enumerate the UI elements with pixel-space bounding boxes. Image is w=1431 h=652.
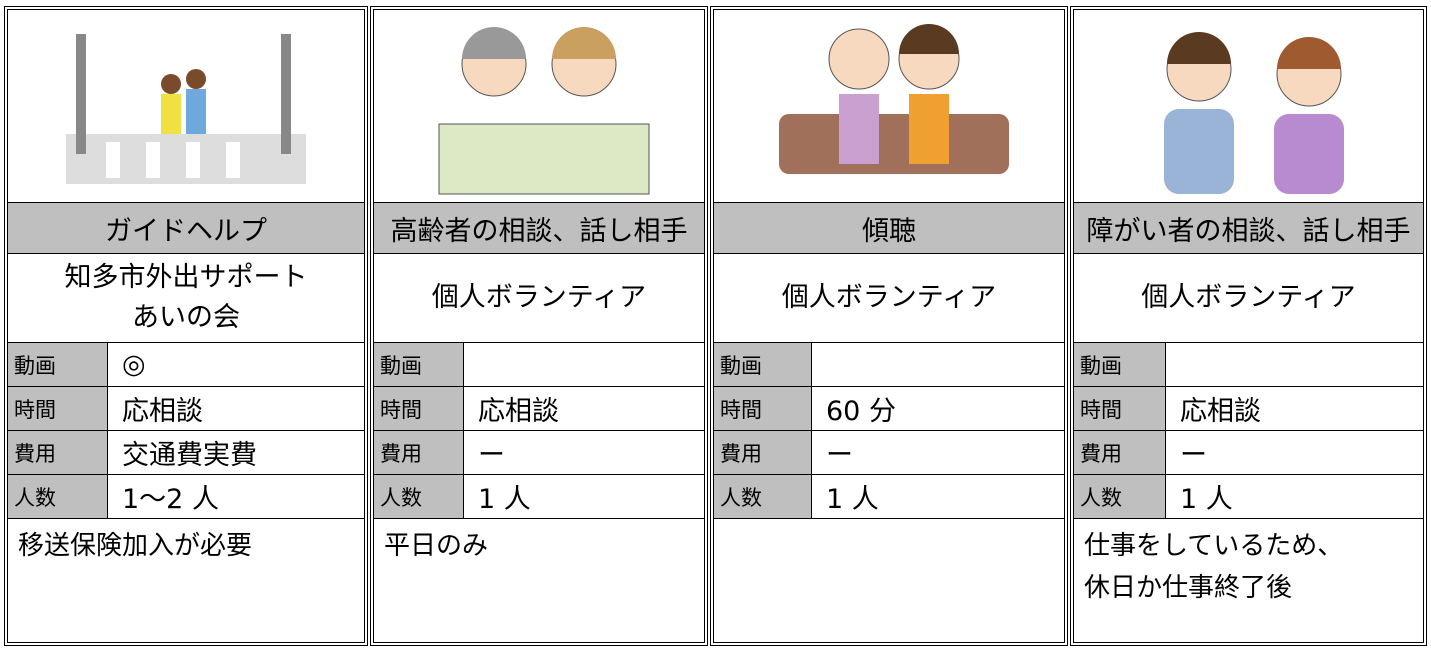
field-row: 人数 1 人 [1074, 475, 1423, 519]
organization-line: 知多市外出サポート [64, 262, 308, 293]
organization: 個人ボランティア [714, 254, 1064, 343]
field-value: ー [478, 440, 505, 471]
field-key: 人数 [8, 475, 108, 518]
field-key: 時間 [8, 387, 108, 430]
card: 高齢者の相談、話し相手 個人ボランティア 動画 時間 応相談 費用ー人数 1 人平日のみ [370, 6, 708, 646]
field-value: 60 分 [826, 396, 896, 427]
field-value: 1 人 [1180, 484, 1233, 515]
field-key: 動画 [1074, 343, 1166, 386]
note-line: 休日か仕事終了後 [1084, 573, 1293, 603]
field-key: 人数 [1074, 475, 1166, 518]
field-value [1166, 343, 1180, 386]
field-row: 人数 1〜2 人 [8, 475, 364, 519]
organization-line: 個人ボランティア [431, 282, 647, 313]
field-key: 費用 [1074, 431, 1166, 474]
field-value: 応相談 [478, 396, 559, 427]
field-value: 1 人 [478, 484, 531, 515]
note-line: 移送保険加入が必要 [18, 531, 253, 561]
illustration-art [779, 23, 1009, 174]
field-value: ◎ [122, 349, 146, 380]
note-line: 平日のみ [384, 531, 489, 561]
field-key: 時間 [714, 387, 812, 430]
card-title: 傾聴 [714, 203, 1064, 254]
illustration [8, 10, 364, 203]
note [714, 519, 1064, 642]
field-row: 動画 [1074, 343, 1423, 387]
field-value: 応相談 [1180, 396, 1261, 427]
card: 障がい者の相談、話し相手 個人ボランティア 動画 時間 応相談 費用ー人数 1 人仕事をして… [1070, 6, 1427, 646]
field-key: 人数 [374, 475, 464, 518]
field-row: 時間 60 分 [714, 387, 1064, 431]
field-value: 応相談 [122, 396, 203, 427]
field-row: 時間 応相談 [8, 387, 364, 431]
field-row: 費用ー [374, 431, 704, 475]
illustration-art [438, 26, 650, 194]
note: 移送保険加入が必要 [8, 519, 364, 642]
illustration [714, 10, 1064, 203]
field-row: 時間 応相談 [1074, 387, 1423, 431]
field-key: 動画 [374, 343, 464, 386]
field-row: 動画 [374, 343, 704, 387]
field-value: 1〜2 人 [122, 484, 219, 515]
field-row: 人数 1 人 [714, 475, 1064, 519]
organization: 個人ボランティア [1074, 254, 1423, 343]
field-key: 費用 [8, 431, 108, 474]
field-value [812, 343, 826, 386]
field-row: 費用ー [714, 431, 1064, 475]
field-value: ー [1180, 440, 1207, 471]
field-key: 時間 [374, 387, 464, 430]
card-title: 高齢者の相談、話し相手 [374, 203, 704, 254]
field-key: 費用 [374, 431, 464, 474]
organization: 知多市外出サポート あいの会 [8, 254, 364, 343]
field-key: 費用 [714, 431, 812, 474]
organization-line: あいの会 [132, 302, 240, 333]
field-key: 時間 [1074, 387, 1166, 430]
field-row: 費用ー [1074, 431, 1423, 475]
organization: 個人ボランティア [374, 254, 704, 343]
field-row: 時間 応相談 [374, 387, 704, 431]
card-title: ガイドヘルプ [8, 203, 364, 254]
illustration-art [66, 33, 306, 184]
field-key: 人数 [714, 475, 812, 518]
field-row: 動画 [714, 343, 1064, 387]
organization-line: 個人ボランティア [781, 282, 997, 313]
note: 仕事をしているため、 休日か仕事終了後 [1074, 519, 1423, 642]
illustration [1074, 10, 1423, 203]
note-line: 仕事をしているため、 [1084, 531, 1344, 561]
card: 傾聴 個人ボランティア 動画 時間 60 分費用ー人数 1 人 [710, 6, 1068, 646]
field-value: 1 人 [826, 484, 879, 515]
field-key: 動画 [714, 343, 812, 386]
illustration [374, 10, 704, 203]
field-value: ー [826, 440, 853, 471]
field-row: 費用 交通費実費 [8, 431, 364, 475]
card: ガイドヘルプ 知多市外出サポート あいの会 動画 ◎ 時間 応相談 費用 交通費実費 人数 1〜2 … [4, 6, 368, 646]
card-title: 障がい者の相談、話し相手 [1074, 203, 1423, 254]
field-row: 動画 ◎ [8, 343, 364, 387]
field-value [464, 343, 478, 386]
field-row: 人数 1 人 [374, 475, 704, 519]
field-key: 動画 [8, 343, 108, 386]
field-value: 交通費実費 [122, 440, 257, 471]
organization-line: 個人ボランティア [1141, 282, 1356, 313]
illustration-art [1163, 31, 1344, 194]
note: 平日のみ [374, 519, 704, 642]
